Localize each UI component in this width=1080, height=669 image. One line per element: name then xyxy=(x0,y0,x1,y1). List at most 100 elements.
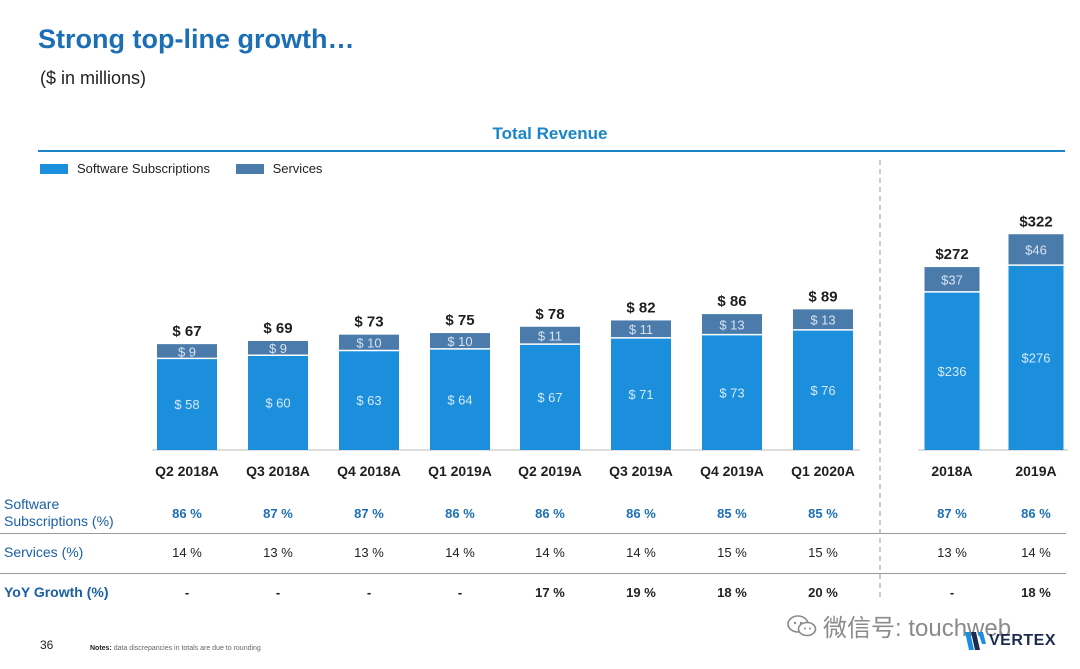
total-label-9: $322 xyxy=(1019,213,1052,230)
data-label-services-4: $ 11 xyxy=(538,328,562,343)
data-label-services-5: $ 11 xyxy=(629,322,653,337)
bar-software-9 xyxy=(1008,265,1064,450)
data-label-software-4: $ 67 xyxy=(537,390,562,405)
table-row-divider xyxy=(0,573,1066,574)
table-row-label: Services (%) xyxy=(4,544,83,561)
data-label-software-1: $ 60 xyxy=(265,396,290,411)
bar-software-6 xyxy=(702,334,762,450)
data-label-software-3: $ 64 xyxy=(447,392,472,407)
table-row-label-line: YoY Growth (%) xyxy=(4,584,109,600)
watermark: 微信号: touchweb xyxy=(787,608,1011,643)
bar-services-6 xyxy=(702,314,762,335)
table-cell: 15 % xyxy=(808,545,838,560)
chart-title: Total Revenue xyxy=(492,124,608,143)
bar-services-3 xyxy=(430,333,490,349)
footnote: Notes: data discrepancies in totals are … xyxy=(90,645,261,652)
data-label-software-9: $276 xyxy=(1022,351,1051,366)
bar-software-1 xyxy=(248,355,308,450)
watermark-text: 微信号: touchweb xyxy=(823,615,1012,642)
table-cell: 17 % xyxy=(535,585,565,600)
x-tick-label-2: Q4 2018A xyxy=(337,463,401,479)
chart-legend: Software Subscriptions Services xyxy=(40,161,344,177)
legend-label-software: Software Subscriptions xyxy=(77,161,210,176)
table-cell: - xyxy=(366,585,372,600)
x-tick-label-3: Q1 2019A xyxy=(428,463,492,479)
table-cell: 13 % xyxy=(263,545,293,560)
bar-software-3 xyxy=(430,348,490,450)
total-label-1: $ 69 xyxy=(263,320,292,337)
table-cell: 14 % xyxy=(626,545,656,560)
legend-item-software: Software Subscriptions xyxy=(40,161,210,176)
table-cell: 87 % xyxy=(937,506,967,521)
table-row-label-line: Software xyxy=(4,496,60,512)
page-title: Strong top-line growth… xyxy=(38,24,355,54)
table-cell: 18 % xyxy=(1021,585,1051,600)
legend-label-services: Services xyxy=(272,161,323,176)
data-label-software-0: $ 58 xyxy=(174,397,199,412)
table-cell: - xyxy=(457,585,463,600)
table-cell: - xyxy=(184,585,190,600)
table-row-label: YoY Growth (%) xyxy=(4,584,108,601)
table-cell: 15 % xyxy=(717,545,747,560)
data-label-services-3: $ 10 xyxy=(447,334,472,349)
total-label-8: $272 xyxy=(935,246,968,263)
table-cell: 20 % xyxy=(808,585,838,600)
data-label-services-6: $ 13 xyxy=(719,317,744,332)
bar-software-5 xyxy=(611,337,671,450)
table-cell: 14 % xyxy=(445,545,475,560)
table-cell: 85 % xyxy=(808,506,838,521)
total-label-7: $ 89 xyxy=(808,288,837,305)
data-label-services-1: $ 9 xyxy=(269,341,287,356)
total-label-4: $ 78 xyxy=(535,306,564,323)
vertex-logo-icon xyxy=(965,632,986,650)
x-tick-label-5: Q3 2019A xyxy=(609,463,673,479)
x-tick-label-0: Q2 2018A xyxy=(155,463,219,479)
title-divider xyxy=(38,150,1065,152)
table-cell: 86 % xyxy=(1021,506,1051,521)
x-tick-label-9: 2019A xyxy=(1015,463,1056,479)
table-cell: 18 % xyxy=(717,585,747,600)
table-cell: 14 % xyxy=(172,545,202,560)
x-tick-label-1: Q3 2018A xyxy=(246,463,310,479)
vertex-logo-text: VERTEX xyxy=(989,632,1057,649)
bar-services-1 xyxy=(248,340,308,356)
table-cell: - xyxy=(275,585,281,600)
total-label-6: $ 86 xyxy=(717,293,746,310)
table-row-label-line: Services (%) xyxy=(4,544,84,560)
data-label-services-9: $46 xyxy=(1025,243,1047,258)
data-label-software-2: $ 63 xyxy=(356,393,381,408)
bar-software-0 xyxy=(157,358,217,450)
table-cell: 13 % xyxy=(354,545,384,560)
data-label-software-8: $236 xyxy=(938,364,967,379)
legend-item-services: Services xyxy=(235,161,323,176)
table-cell: 87 % xyxy=(263,506,293,521)
page-subtitle: ($ in millions) xyxy=(40,68,147,88)
legend-swatch-services xyxy=(235,163,264,174)
table-cell: 14 % xyxy=(535,545,565,560)
table-cell: - xyxy=(949,585,955,600)
table-cell: 13 % xyxy=(937,545,967,560)
data-label-services-8: $37 xyxy=(941,272,963,287)
table-cell: 19 % xyxy=(626,585,656,600)
data-label-software-6: $ 73 xyxy=(719,385,744,400)
bar-services-0 xyxy=(157,344,217,359)
table-cell: 86 % xyxy=(172,506,202,521)
x-tick-label-6: Q4 2019A xyxy=(700,463,764,479)
data-label-software-5: $ 71 xyxy=(628,387,653,402)
table-cell: 86 % xyxy=(445,506,475,521)
bar-services-4 xyxy=(520,326,580,345)
table-cell: 86 % xyxy=(626,506,656,521)
bar-services-8 xyxy=(924,267,980,292)
footnote-text: data discrepancies in totals are due to … xyxy=(113,645,261,652)
wechat-icon xyxy=(787,614,817,636)
bar-software-7 xyxy=(793,329,853,450)
page-number: 36 xyxy=(40,638,54,652)
total-label-5: $ 82 xyxy=(626,299,655,316)
data-label-services-2: $ 10 xyxy=(356,336,381,351)
bar-services-5 xyxy=(611,320,671,338)
footnote-label: Notes: xyxy=(90,645,112,652)
data-label-services-0: $ 9 xyxy=(178,344,196,359)
x-tick-label-7: Q1 2020A xyxy=(791,463,855,479)
bar-software-8 xyxy=(924,291,980,450)
